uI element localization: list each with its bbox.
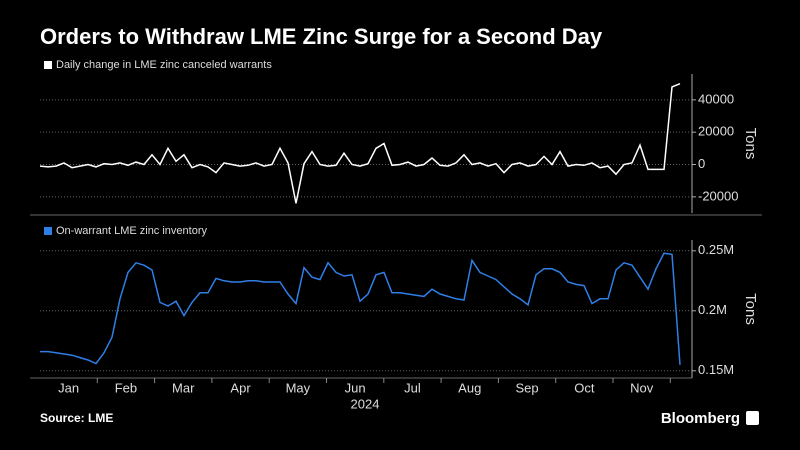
y-tick-label: 40000 bbox=[698, 91, 734, 106]
x-axis-year: 2024 bbox=[351, 396, 380, 411]
x-tick-label: Jul bbox=[404, 380, 421, 395]
x-tick-label: May bbox=[286, 380, 311, 395]
source: Source: LME bbox=[40, 411, 113, 425]
x-tick-label: Jun bbox=[345, 380, 366, 395]
chart-title: Orders to Withdraw LME Zinc Surge for a … bbox=[40, 24, 603, 49]
x-tick-label: Feb bbox=[115, 380, 137, 395]
x-tick-label: Nov bbox=[630, 380, 654, 395]
y-axis-label: Tons bbox=[742, 128, 759, 160]
x-tick-label: Mar bbox=[172, 380, 195, 395]
y-tick-label: 0 bbox=[698, 156, 705, 171]
legend-swatch bbox=[44, 227, 52, 235]
x-tick-label: Apr bbox=[230, 380, 251, 395]
x-tick-label: Jan bbox=[58, 380, 79, 395]
x-tick-label: Sep bbox=[515, 380, 538, 395]
x-tick-label: Oct bbox=[574, 380, 595, 395]
legend-swatch bbox=[44, 61, 52, 69]
legend-label: On-warrant LME zinc inventory bbox=[56, 225, 207, 237]
data-line bbox=[40, 252, 681, 365]
data-line bbox=[39, 83, 681, 204]
y-tick-label: -20000 bbox=[698, 188, 738, 203]
y-tick-label: 20000 bbox=[698, 124, 734, 139]
y-axis-label: Tons bbox=[742, 293, 759, 325]
brand-icon bbox=[746, 411, 759, 425]
brand: Bloomberg bbox=[661, 410, 740, 427]
y-tick-label: 0.15M bbox=[698, 362, 734, 377]
x-tick-label: Aug bbox=[458, 380, 481, 395]
y-tick-label: 0.25M bbox=[698, 242, 734, 257]
y-tick-label: 0.2M bbox=[698, 302, 727, 317]
legend-label: Daily change in LME zinc canceled warran… bbox=[56, 59, 272, 71]
